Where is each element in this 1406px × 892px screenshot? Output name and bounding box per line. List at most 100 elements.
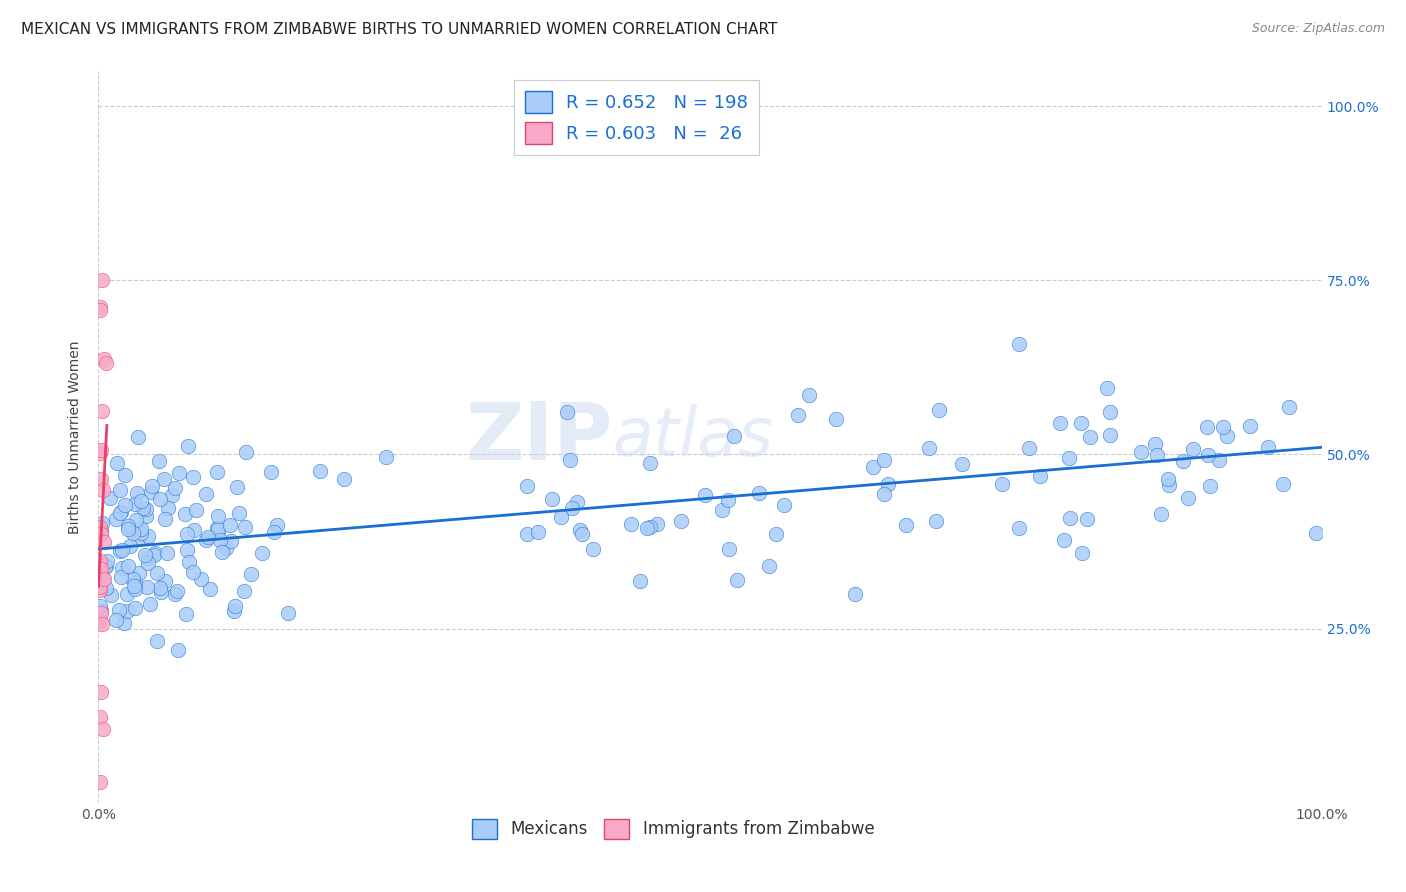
Point xyxy=(91,572,114,586)
Point xyxy=(1071,546,1094,560)
Point xyxy=(117,587,139,601)
Point xyxy=(91,273,114,287)
Point xyxy=(862,459,884,474)
Point xyxy=(89,302,111,317)
Point xyxy=(135,581,157,595)
Point xyxy=(96,559,118,574)
Point xyxy=(89,775,111,789)
Point xyxy=(134,548,156,562)
Point xyxy=(177,555,200,569)
Point xyxy=(104,613,127,627)
Point xyxy=(124,582,146,596)
Point xyxy=(135,502,157,516)
Point xyxy=(228,507,250,521)
Point xyxy=(176,543,198,558)
Point xyxy=(173,507,195,521)
Point xyxy=(250,546,273,560)
Point xyxy=(1197,448,1219,462)
Point xyxy=(263,525,285,540)
Point xyxy=(135,509,157,524)
Point xyxy=(1098,428,1121,442)
Point xyxy=(136,529,159,543)
Point xyxy=(516,526,538,541)
Point xyxy=(124,497,146,511)
Point xyxy=(638,456,661,470)
Point xyxy=(176,527,198,541)
Point xyxy=(108,483,131,497)
Point xyxy=(239,567,262,582)
Point xyxy=(561,501,583,516)
Point xyxy=(89,599,111,613)
Point xyxy=(114,467,136,482)
Point xyxy=(143,546,166,560)
Point xyxy=(89,445,111,459)
Point xyxy=(177,439,200,453)
Point xyxy=(219,518,242,533)
Point xyxy=(1018,442,1040,456)
Point xyxy=(1157,478,1180,492)
Point xyxy=(309,464,332,478)
Point xyxy=(186,503,208,517)
Point xyxy=(146,566,169,580)
Point xyxy=(872,453,894,467)
Point xyxy=(375,450,398,464)
Point xyxy=(527,525,550,540)
Point xyxy=(89,471,111,485)
Point xyxy=(90,562,112,576)
Point xyxy=(112,615,135,630)
Point xyxy=(157,501,180,516)
Point xyxy=(758,558,780,573)
Point xyxy=(844,587,866,601)
Point xyxy=(748,486,770,500)
Point xyxy=(197,530,219,544)
Point xyxy=(117,604,139,618)
Point xyxy=(260,465,283,479)
Point xyxy=(127,533,149,547)
Point xyxy=(640,520,662,534)
Text: Source: ZipAtlas.com: Source: ZipAtlas.com xyxy=(1251,22,1385,36)
Point xyxy=(225,481,247,495)
Point xyxy=(928,403,950,417)
Point xyxy=(207,524,229,539)
Point xyxy=(129,522,152,536)
Point xyxy=(167,466,190,480)
Point xyxy=(1146,448,1168,462)
Point xyxy=(110,570,132,584)
Point xyxy=(194,487,217,501)
Point xyxy=(1150,507,1173,521)
Point xyxy=(797,387,820,401)
Point xyxy=(1199,479,1222,493)
Point xyxy=(207,508,229,523)
Point xyxy=(1239,418,1261,433)
Point xyxy=(620,516,643,531)
Point xyxy=(90,685,112,699)
Point xyxy=(141,479,163,493)
Point xyxy=(221,533,243,548)
Point xyxy=(723,429,745,443)
Point xyxy=(207,521,229,535)
Point xyxy=(235,445,257,459)
Point xyxy=(152,472,174,486)
Point xyxy=(181,470,204,484)
Point xyxy=(991,477,1014,491)
Point xyxy=(194,533,217,547)
Point xyxy=(166,583,188,598)
Point xyxy=(90,442,112,457)
Y-axis label: Births to Unmarried Women: Births to Unmarried Women xyxy=(69,341,83,533)
Point xyxy=(516,479,538,493)
Point xyxy=(558,453,581,467)
Point xyxy=(1076,512,1098,526)
Point xyxy=(224,604,246,618)
Point xyxy=(91,483,114,498)
Point xyxy=(550,510,572,524)
Point xyxy=(139,597,162,611)
Point xyxy=(925,514,948,528)
Point xyxy=(89,582,111,597)
Point xyxy=(695,488,717,502)
Point xyxy=(1057,451,1080,466)
Point xyxy=(89,710,111,724)
Text: ZIP: ZIP xyxy=(465,398,612,476)
Point xyxy=(89,519,111,533)
Point xyxy=(90,617,112,632)
Point xyxy=(710,502,733,516)
